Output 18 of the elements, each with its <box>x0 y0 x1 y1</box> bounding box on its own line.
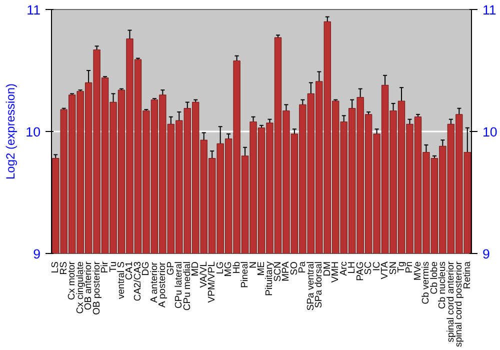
x-tick-label: CPu medial <box>182 261 193 311</box>
x-tick-label: Cb lobe <box>428 261 440 294</box>
y2-tick-label: 9 <box>482 246 490 262</box>
x-tick-label: SN <box>388 261 399 275</box>
y-axis-title: Log2 (expression) <box>4 83 18 180</box>
y-tick-label: 10 <box>26 124 41 140</box>
x-tick-label: RS <box>58 261 70 275</box>
y-tick-label: 9 <box>33 246 41 262</box>
x-tick-label: Tg <box>396 261 407 273</box>
x-tick-label: ME <box>256 262 267 276</box>
y2-tick-label: 11 <box>482 2 496 18</box>
x-tick-label: Pir <box>100 261 111 274</box>
y-tick-label: 11 <box>26 2 41 18</box>
x-tick-label: Pa <box>297 260 308 274</box>
x-tick-label: SO <box>288 261 300 276</box>
y2-tick-label: 10 <box>482 124 498 140</box>
x-tick-label: IC <box>371 261 382 271</box>
x-tick-label: Hb <box>231 261 242 274</box>
